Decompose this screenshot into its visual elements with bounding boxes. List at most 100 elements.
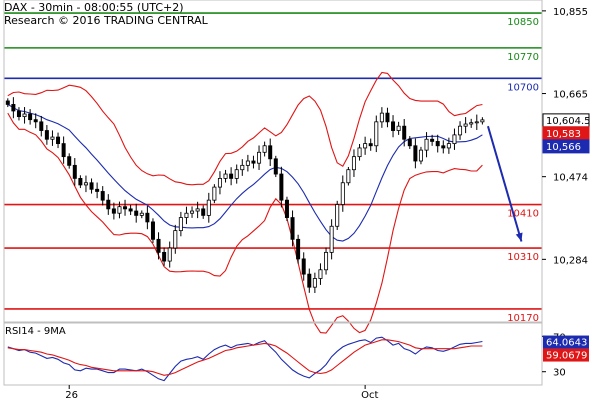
candle-body <box>446 143 451 149</box>
candle-body <box>262 145 267 153</box>
candle-body <box>318 269 323 279</box>
candle-body <box>301 258 306 275</box>
candle-body <box>480 119 485 123</box>
candle-body <box>296 238 301 260</box>
level-label: 10850 <box>507 17 539 28</box>
candle-body <box>16 110 21 118</box>
candle-body <box>379 112 384 123</box>
price-tag-box <box>542 139 590 154</box>
candle-body <box>435 141 440 147</box>
candle-body <box>78 178 83 186</box>
candle-body <box>61 143 66 158</box>
candle-body <box>190 210 195 214</box>
candle-body <box>156 238 161 253</box>
candle-body <box>368 143 373 147</box>
candle-body <box>11 104 16 112</box>
candle-body <box>28 113 33 121</box>
candle-body <box>33 119 38 123</box>
candle-body <box>251 160 256 164</box>
candle-body <box>201 208 206 216</box>
candle-body <box>44 130 49 140</box>
candle-body <box>139 212 144 216</box>
candle-body <box>178 217 183 232</box>
candle-body <box>195 208 200 212</box>
candle-body <box>257 151 262 164</box>
candle-body <box>396 125 401 131</box>
candle-body <box>173 230 178 249</box>
projection-arrow-head <box>515 232 523 242</box>
candle-body <box>184 212 189 218</box>
candle-body <box>273 158 278 175</box>
x-tick-label: 26 <box>65 390 78 400</box>
candle-body <box>212 186 217 201</box>
level-label: 10700 <box>507 82 539 93</box>
candle-body <box>430 138 435 142</box>
rsi-value-tag: 59.0679 <box>546 351 587 362</box>
rsi-tick-label: 30 <box>553 368 566 379</box>
candle-body <box>307 273 312 288</box>
candle-body <box>217 178 222 188</box>
rsi-tag-box <box>543 348 589 362</box>
rsi-value-tag: 64.0643 <box>546 338 587 349</box>
price-tick-label: 10,665 <box>553 90 588 101</box>
candle-body <box>240 164 245 171</box>
copyright-label: Research © 2016 TRADING CENTRAL <box>4 14 208 27</box>
candle-body <box>95 188 100 192</box>
candle-body <box>100 191 105 201</box>
bollinger-upper-band <box>7 71 483 186</box>
price-tick-label: 10,855 <box>553 7 588 18</box>
candle-body <box>469 122 474 125</box>
candle-body <box>402 125 407 140</box>
level-label: 10770 <box>507 52 539 63</box>
candle-body <box>374 121 379 147</box>
candle-body <box>162 251 167 262</box>
rsi-line <box>7 336 483 382</box>
candle-body <box>83 182 88 186</box>
candle-body <box>290 217 295 240</box>
candle-body <box>329 225 334 253</box>
bollinger-lower-band <box>7 112 483 334</box>
candle-body <box>22 113 27 118</box>
candle-body <box>56 136 61 144</box>
x-tick-label: Oct <box>361 390 378 400</box>
candle-body <box>123 206 128 210</box>
candle-body <box>50 136 55 140</box>
candle-body <box>145 212 150 223</box>
candle-body <box>407 138 412 147</box>
candle-body <box>67 156 72 166</box>
candle-body <box>335 204 340 227</box>
candle-body <box>441 145 446 149</box>
candle-body <box>363 143 368 149</box>
level-label: 10310 <box>507 252 539 263</box>
projection-arrow <box>486 125 523 242</box>
price-tick-label: 10,284 <box>553 255 588 266</box>
candle-body <box>413 145 418 162</box>
moving-average-line <box>7 103 483 242</box>
candle-body <box>229 173 234 179</box>
candle-body <box>5 100 10 105</box>
candle-body <box>346 169 351 184</box>
candle-body <box>351 156 356 171</box>
candle-body <box>245 160 250 166</box>
price-tick-label: 10,474 <box>553 173 588 184</box>
candle-body <box>223 173 228 179</box>
rsi-tag-box <box>543 335 589 349</box>
candle-body <box>357 147 362 158</box>
candle-body <box>167 247 172 262</box>
candle-body <box>418 149 423 162</box>
candle-body <box>150 221 155 240</box>
rsi-title: RSI14 - 9MA <box>5 326 66 337</box>
price-tag: 10,604.5 <box>546 116 590 127</box>
candle-body <box>111 208 116 214</box>
candle-body <box>134 210 139 216</box>
candle-body <box>89 182 94 190</box>
candle-body <box>424 138 429 151</box>
price-panel-frame <box>3 0 543 323</box>
candle-body <box>128 208 133 212</box>
candle-body <box>39 121 44 131</box>
candle-body <box>72 164 77 179</box>
candle-body <box>268 145 273 160</box>
candle-body <box>312 278 317 288</box>
price-tag: 10,566 <box>546 142 581 153</box>
